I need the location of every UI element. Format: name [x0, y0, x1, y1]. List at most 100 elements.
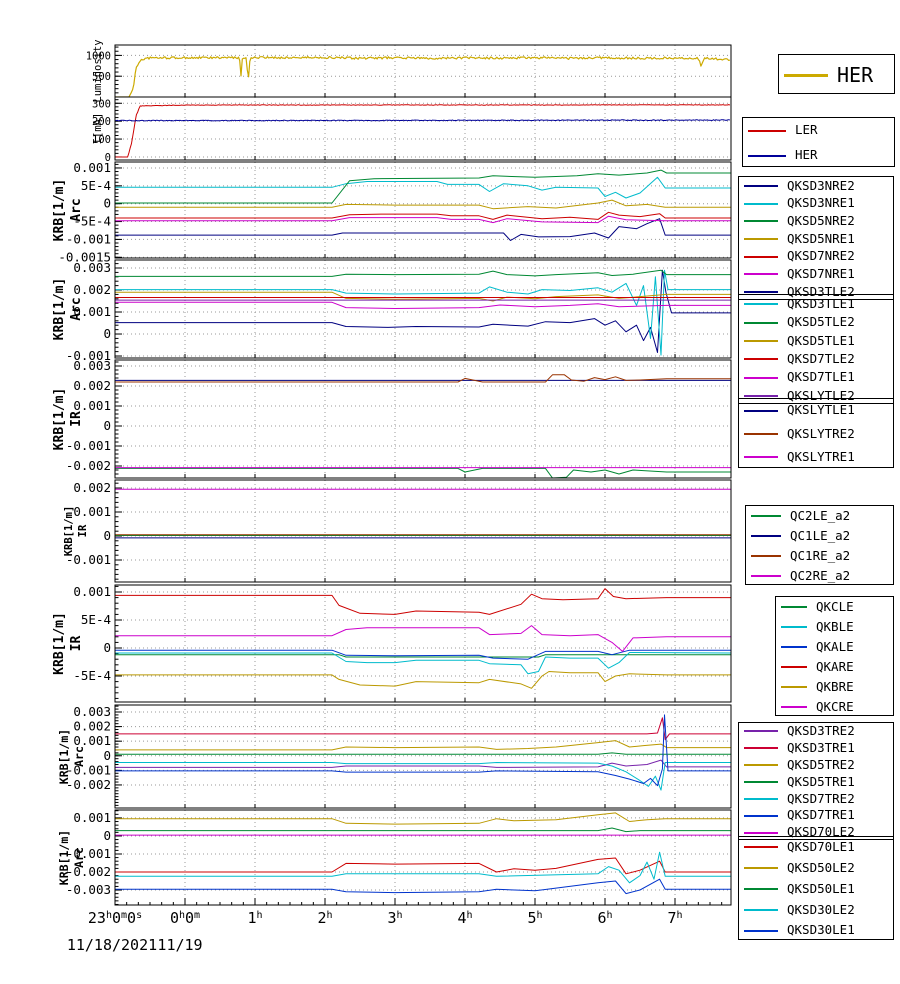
x-tick-label: 23h0m0s — [88, 909, 142, 927]
legend-item-QKSD50LE2: QKSD50LE2 — [744, 860, 891, 876]
series-QKSD30LE1 — [115, 878, 731, 895]
legend-item-QC1RE_a2: QC1RE_a2 — [751, 548, 891, 564]
legend-label: QC2RE_a2 — [790, 567, 851, 583]
legend-line-sample — [744, 220, 778, 223]
legend-item-QKSD3TRE1: QKSD3TRE1 — [744, 740, 891, 756]
legend-label: QKSD7NRE2 — [787, 248, 855, 264]
legend-currents: LER HER — [742, 117, 895, 167]
legend-label: QKSD50LE1 — [787, 880, 855, 896]
y-tick-label: 0.002 — [73, 719, 111, 734]
legend-item-QKBLE: QKBLE — [781, 619, 891, 635]
legend-ir-qc: QC2LE_a2 QC1LE_a2 QC1RE_a2 QC2RE_a2 — [745, 505, 894, 585]
y-tick-label: 0.002 — [73, 282, 111, 297]
series-QKSD50LE2 — [115, 812, 731, 825]
legend-label: QKCLE — [816, 598, 854, 614]
y-tick-label: 0.001 — [73, 160, 111, 175]
y-tick-label: 0.001 — [73, 810, 111, 825]
legend-label: QKSD7TRE1 — [787, 807, 855, 823]
y-tick-label: 0.001 — [73, 304, 111, 319]
legend-item-QKSD5NRE1: QKSD5NRE1 — [744, 231, 891, 247]
legend-label: QKSLYTLE1 — [787, 402, 855, 418]
y-tick-label: 0 — [103, 196, 111, 211]
date-label-midnight: 11/19 — [157, 936, 203, 954]
legend-label: QKCRE — [816, 698, 854, 714]
series-QKSD5TRE2 — [115, 740, 731, 751]
legend-label: QKSD3TRE2 — [787, 723, 855, 739]
legend-label: QKALE — [816, 638, 854, 654]
y-axis-title-arc-nre: KRB[1/m] — [52, 179, 67, 242]
legend-label: QC1RE_a2 — [790, 547, 851, 563]
legend-label: HER — [795, 147, 818, 163]
legend-item-QKSD70LE2: QKSD70LE2 — [744, 825, 891, 841]
y-tick-label: 0.001 — [73, 504, 111, 519]
legend-label: QKSD3NRE1 — [787, 195, 855, 211]
legend-label: QKSD5NRE2 — [787, 213, 855, 229]
legend-line-sample — [748, 129, 786, 132]
panel-arc-tle: 0.003 0.002 0.001 0 -0.001 KRB[1/m] Arc — [52, 259, 732, 363]
legend-line-sample — [744, 376, 778, 379]
legend-item-QKSD70LE1: QKSD70LE1 — [744, 839, 891, 855]
legend-line-sample — [751, 535, 781, 537]
series-QKSD30LE2 — [115, 851, 731, 884]
x-tick-label: 2h — [317, 909, 332, 927]
panel-arc-nre: 0.001 5E-4 0 -5E-4 -0.001 -0.0015 KRB[1/m] Arc — [52, 160, 732, 264]
series-QKSD5TRE1 — [115, 752, 731, 755]
legend-item-QKSD5TLE1: QKSD5TLE1 — [744, 333, 891, 349]
legend-line-sample — [748, 154, 786, 157]
legend-label: QKSLYTRE2 — [787, 425, 855, 441]
y-axis-title-arc-ole: KRB[1/m] — [57, 830, 71, 885]
series-QKSD70LE1 — [115, 857, 731, 875]
legend-label: QKBRE — [816, 678, 854, 694]
y-tick-label: 0.003 — [73, 704, 111, 719]
legend-label: QKSD50LE2 — [787, 859, 855, 875]
legend-item-QKSD5NRE2: QKSD5NRE2 — [744, 213, 891, 229]
y-tick-label: 100 — [92, 134, 111, 146]
y-axis-title-arc-tre: KRB[1/m] — [57, 729, 71, 784]
legend-item-LER: LER — [748, 123, 892, 139]
legend-line-sample — [751, 575, 781, 577]
legend-line-sample — [781, 606, 807, 608]
series-QKSD3NRE1 — [115, 176, 731, 199]
legend-label: QKSD5TLE2 — [787, 314, 855, 330]
series-QKCLE — [115, 654, 731, 658]
legend-label: QKSD3TLE1 — [787, 295, 855, 311]
legend-label: QKSD70LE2 — [787, 824, 855, 840]
x-tick-label: 5h — [527, 909, 542, 927]
y-axis-title-ir-sly: KRB[1/m] — [52, 388, 67, 451]
legend-label: QKSD30LE2 — [787, 901, 855, 917]
legend-item-QKSD7TLE1: QKSD7TLE1 — [744, 370, 891, 386]
series-QKSD7TRE1 — [115, 714, 731, 787]
legend-arc-tle: QKSD3TLE1 QKSD5TLE2 QKSD5TLE1 QKSD7TLE2 QKSD… — [738, 294, 894, 404]
legend-line-sample — [751, 515, 781, 517]
legend-line-sample — [781, 626, 807, 628]
x-tick-label: 1h — [247, 909, 262, 927]
legend-arc-nre: QKSD3NRE2 QKSD3NRE1 QKSD5NRE2 QKSD5NRE1 QKSD… — [738, 176, 894, 300]
y-axis-title-lumi: Luminosity — [92, 39, 104, 102]
y-tick-label: 0 — [103, 418, 111, 433]
legend-line-sample — [744, 238, 778, 240]
legend-item-HER: HER — [784, 65, 892, 85]
y-tick-label: 1000 — [86, 50, 111, 62]
y-axis-title-arc-tle: Arc — [69, 297, 84, 320]
legend-item-QKSD3NRE2: QKSD3NRE2 — [744, 178, 891, 194]
legend-label: QKSD7TLE1 — [787, 369, 855, 385]
y-axis-title-arc-tre: Arc — [72, 746, 86, 767]
legend-line-sample — [744, 303, 778, 306]
legend-arc-tre: QKSD3TRE2 QKSD3TRE1 QKSD5TRE2 QKSD5TRE1 QKSD… — [738, 722, 894, 840]
legend-line-sample — [744, 255, 778, 258]
y-tick-label: -0.0015 — [58, 249, 111, 264]
y-tick-label: -0.002 — [66, 777, 111, 792]
legend-line-sample — [744, 202, 778, 205]
y-tick-label: 0.002 — [73, 378, 111, 393]
legend-item-QKSD50LE1: QKSD50LE1 — [744, 881, 891, 897]
y-tick-label: 5E-4 — [81, 178, 111, 193]
legend-item-QKSD7NRE2: QKSD7NRE2 — [744, 249, 891, 265]
legend-line-sample — [744, 321, 778, 324]
legend-line-sample — [744, 814, 778, 817]
y-tick-label: 0 — [105, 152, 111, 164]
legend-item-QKSLYTRE1: QKSLYTRE1 — [744, 449, 891, 465]
legend-item-QKSLYTRE2: QKSLYTRE2 — [744, 426, 891, 442]
y-tick-label: 0.001 — [73, 584, 111, 599]
y-tick-label: -0.001 — [66, 762, 111, 777]
